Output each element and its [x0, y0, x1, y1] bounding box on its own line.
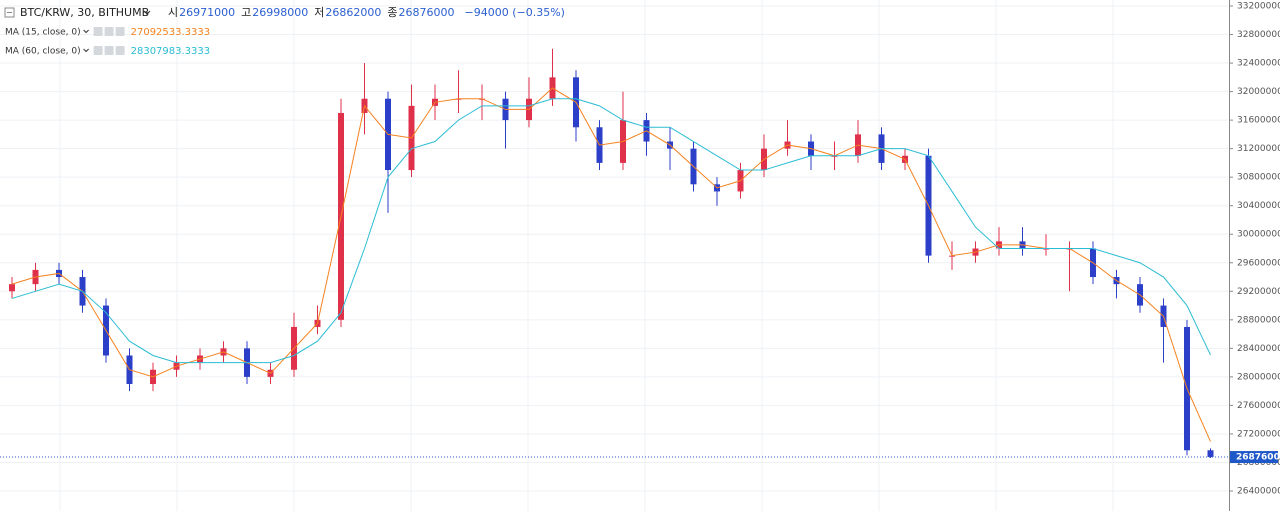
y-tick-label: 28000000: [1237, 372, 1280, 382]
y-tick-label: 28400000: [1237, 344, 1280, 354]
ohlc-label: 종: [387, 6, 397, 19]
ohlc-value: 26862000: [325, 6, 381, 19]
y-tick-label: 30800000: [1237, 173, 1280, 183]
legend-close-icon[interactable]: [115, 46, 125, 55]
y-tick-label: 33200000: [1237, 2, 1280, 12]
ma-line: [11, 98, 1211, 364]
y-tick-label: 30000000: [1237, 230, 1280, 240]
legend-close-icon[interactable]: [115, 27, 125, 36]
symbol-title[interactable]: BTC/KRW, 30, BITHUMB: [20, 6, 149, 19]
y-tick-label: 28800000: [1237, 315, 1280, 325]
current-price-tag: [1230, 451, 1278, 464]
ohlc-value: 26971000: [179, 6, 235, 19]
legend-value: 28307983.3333: [131, 46, 211, 57]
y-tick-label: 32400000: [1237, 59, 1280, 69]
y-tick-label: 31600000: [1237, 116, 1280, 126]
legend-dropdown[interactable]: [83, 29, 89, 34]
ohlc-label: 저: [314, 6, 324, 19]
legend-value: 27092533.3333: [131, 27, 211, 38]
y-tick-label: 27200000: [1237, 429, 1280, 439]
candle-body: [9, 284, 15, 292]
y-tick-label: 30400000: [1237, 201, 1280, 211]
ma-line: [11, 87, 1211, 442]
ohlc-value: 26876000: [399, 6, 455, 19]
ohlc-label: 고: [241, 6, 251, 19]
current-price-label: 26876000: [1236, 453, 1280, 463]
legend-name[interactable]: MA (60, close, 0): [5, 47, 81, 57]
y-tick-label: 32800000: [1237, 30, 1280, 40]
dropdown-arrow[interactable]: [143, 10, 151, 15]
collapse-icon[interactable]: [4, 7, 15, 18]
ohlc-value: 26998000: [252, 6, 308, 19]
legend-settings-icon[interactable]: [93, 27, 103, 36]
ohlc-label: 시: [168, 6, 178, 19]
y-tick-label: 31200000: [1237, 144, 1280, 154]
y-tick-label: 29600000: [1237, 258, 1280, 268]
legend-name[interactable]: MA (15, close, 0): [5, 28, 81, 38]
y-tick-label: 29200000: [1237, 287, 1280, 297]
legend-hide-icon[interactable]: [104, 46, 114, 55]
legend-settings-icon[interactable]: [93, 46, 103, 55]
legend-hide-icon[interactable]: [104, 27, 114, 36]
change-value: −94000 (−0.35%): [465, 6, 565, 19]
legend-dropdown[interactable]: [83, 48, 89, 53]
y-tick-label: 32000000: [1237, 87, 1280, 97]
y-tick-label: 27600000: [1237, 401, 1280, 411]
candle-body: [1207, 450, 1214, 458]
y-tick-label: 26400000: [1237, 487, 1280, 497]
